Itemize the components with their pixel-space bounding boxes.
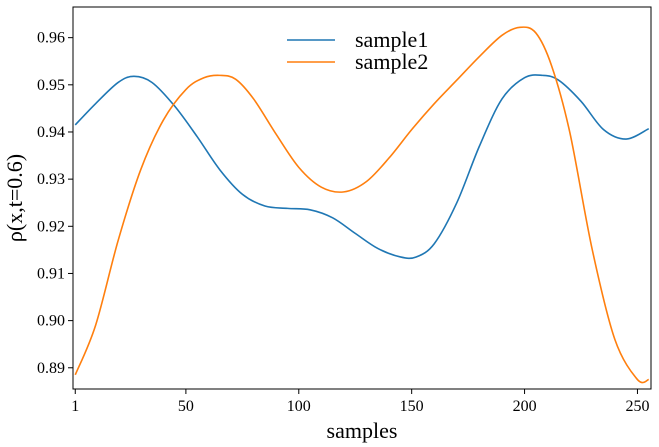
x-tick-label: 1	[71, 398, 79, 415]
y-tick-label: 0.93	[37, 171, 65, 188]
y-tick-label: 0.94	[37, 124, 65, 141]
legend-label-sample2: sample2	[355, 49, 428, 74]
y-tick-label: 0.96	[37, 30, 65, 47]
y-tick-label: 0.92	[37, 218, 65, 235]
series-line-sample2	[74, 26, 649, 384]
y-axis: 0.89 0.90 0.91 0.92 0.93 0.94 0.95 0.96	[37, 30, 73, 377]
x-tick-label: 200	[513, 398, 537, 415]
x-axis-label: samples	[327, 418, 398, 443]
y-tick-label: 0.90	[37, 313, 65, 330]
x-axis: 1 50 100 150 200 250	[71, 389, 649, 415]
x-tick-label: 100	[287, 398, 311, 415]
x-tick-label: 50	[178, 398, 194, 415]
y-tick-label: 0.89	[37, 360, 65, 377]
y-tick-label: 0.91	[37, 265, 65, 282]
series-line-sample1	[74, 74, 650, 260]
y-axis-label: ρ(x,t=0.6)	[2, 154, 27, 242]
y-tick-label: 0.95	[37, 77, 65, 94]
legend-label-sample1: sample1	[355, 27, 428, 52]
plot-frame	[72, 6, 652, 390]
series-layer	[74, 26, 650, 384]
x-tick-label: 250	[625, 398, 649, 415]
x-tick-label: 150	[400, 398, 424, 415]
